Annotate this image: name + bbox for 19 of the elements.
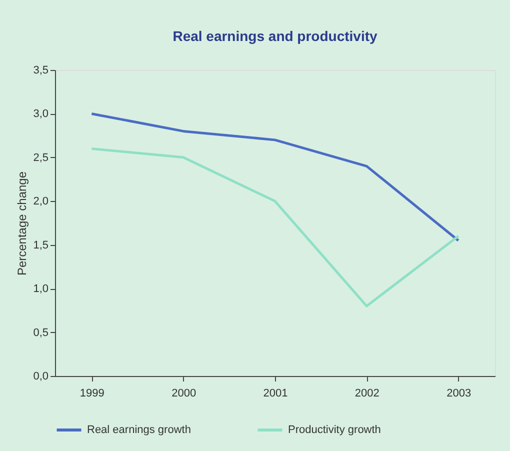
line-series (90, 147, 460, 308)
y-tick-label: 0,5 (33, 326, 48, 339)
x-tick-label: 2002 (354, 388, 380, 400)
y-tick-label: 0,0 (33, 370, 48, 382)
chart-title: Real earnings and productivity (172, 28, 378, 44)
legend-label: Real earnings growth (87, 424, 191, 436)
y-axis-title: Percentage change (15, 171, 30, 276)
legend-label: Productivity growth (288, 424, 381, 436)
x-tick-label: 1999 (80, 388, 104, 400)
x-tick-label: 2001 (263, 388, 288, 400)
y-tick-label: 2,0 (33, 196, 48, 208)
x-tick-label: 2003 (446, 388, 472, 400)
y-tick-label: 3,5 (33, 64, 48, 76)
y-tick-label: 1,0 (33, 283, 48, 296)
y-tick-label: 2,5 (33, 152, 48, 164)
x-tick-label: 2000 (172, 388, 196, 400)
line-series (90, 112, 460, 242)
y-tick-label: 1,5 (33, 239, 48, 252)
y-tick-label: 3,0 (33, 108, 48, 120)
